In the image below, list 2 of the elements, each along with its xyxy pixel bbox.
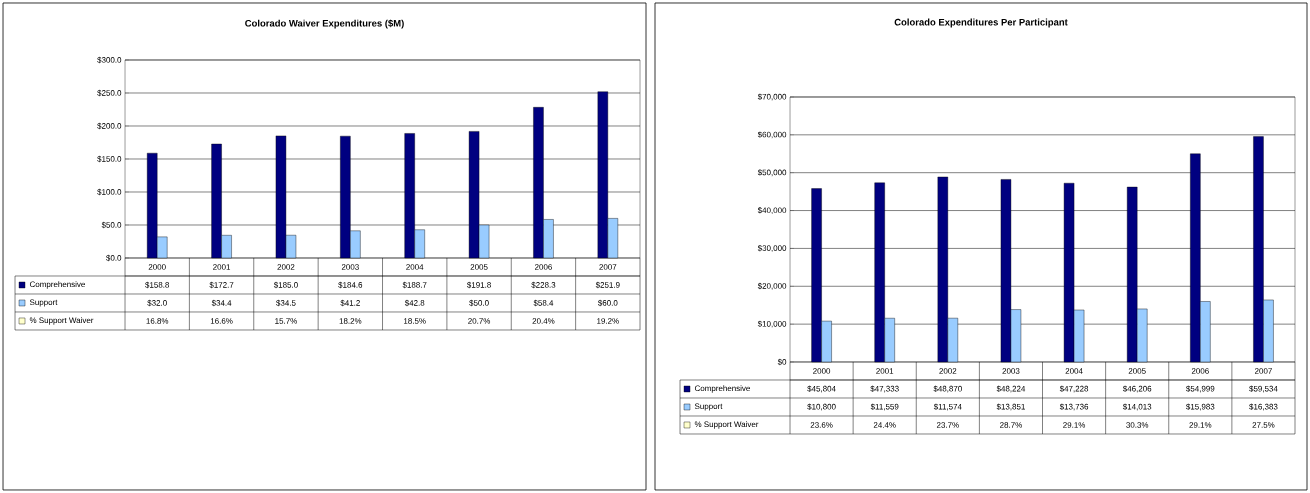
chart-title: Colorado Waiver Expenditures ($M) (245, 19, 404, 29)
chart-title: Colorado Expenditures Per Participant (894, 18, 1068, 28)
